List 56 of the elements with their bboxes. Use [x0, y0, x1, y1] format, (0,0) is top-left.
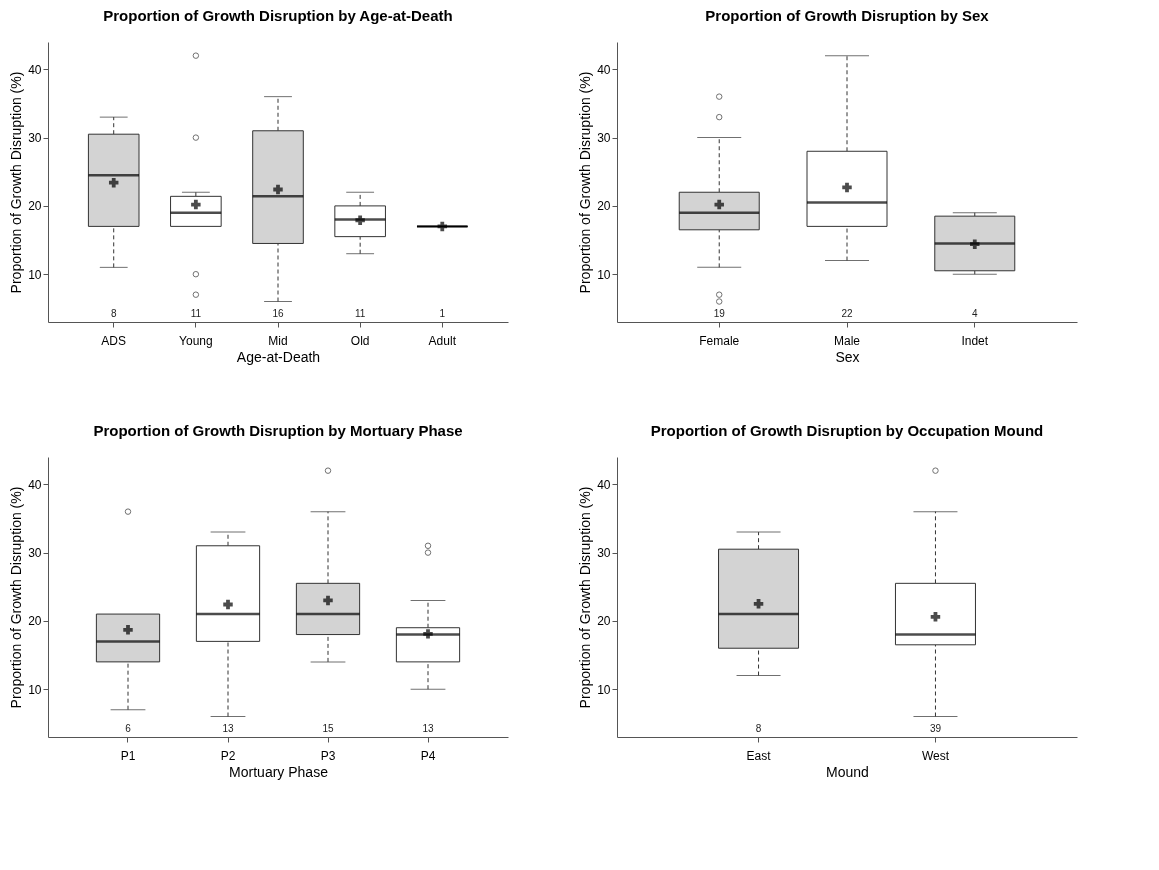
x-tick-label: Adult	[428, 333, 457, 348]
annotation: 19	[713, 308, 726, 319]
annotation: 4	[972, 308, 978, 319]
annotation: 16	[272, 308, 284, 319]
x-tick-label: Female	[699, 333, 740, 348]
chart-title: Proportion of Growth Disruption by Age-at-Death	[103, 7, 453, 24]
annotation: 22	[841, 308, 853, 319]
x-tick-label: P4	[420, 748, 436, 763]
y-tick-label: 40	[597, 62, 611, 77]
x-tick-label: Young	[179, 333, 213, 348]
x-tick-label: Indet	[961, 333, 989, 348]
y-tick-label: 20	[28, 199, 42, 214]
chart-title: Proportion of Growth Disruption by Mortuary Phase	[93, 422, 463, 439]
y-tick-label: 20	[28, 614, 42, 629]
annotation: 8	[755, 723, 762, 734]
y-tick-label: 30	[597, 131, 611, 146]
y-tick-label: 40	[28, 62, 42, 77]
y-tick-label: 20	[597, 614, 611, 629]
annotation: 15	[322, 723, 334, 734]
y-tick-label: 30	[597, 546, 611, 561]
x-axis-title: Sex	[835, 348, 860, 365]
x-axis-title: Age-at-Death	[236, 348, 321, 365]
annotation: 13	[222, 723, 234, 734]
y-tick-label: 40	[28, 477, 42, 492]
x-axis-title: Mound	[826, 763, 869, 780]
x-tick-label: Male	[833, 333, 861, 348]
y-tick-label: 10	[597, 682, 611, 697]
x-axis-title: Mortuary Phase	[229, 763, 329, 780]
y-tick-label: 10	[28, 682, 42, 697]
y-tick-label: 30	[28, 131, 42, 146]
y-axis-title: Proportion of Growth Disruption (%)	[577, 486, 594, 709]
y-axis-title: Proportion of Growth Disruption (%)	[8, 486, 25, 709]
annotation: 13	[422, 723, 434, 734]
x-tick-label: Mid	[268, 333, 288, 348]
y-tick-label: 10	[597, 267, 611, 282]
y-tick-label: 20	[597, 199, 611, 214]
y-axis-title: Proportion of Growth Disruption (%)	[8, 71, 25, 294]
chart-title: Proportion of Growth Disruption by Sex	[705, 7, 990, 24]
x-tick-label: P2	[220, 748, 236, 763]
annotation: 8	[110, 308, 117, 319]
annotation: 6	[125, 723, 132, 734]
x-tick-label: West	[921, 748, 950, 763]
x-tick-label: P3	[320, 748, 336, 763]
chart-title: Proportion of Growth Disruption by Occupation Mound	[650, 422, 1044, 439]
annotation: 11	[190, 308, 202, 319]
annotation: 1	[439, 308, 446, 319]
x-tick-label: P1	[120, 748, 136, 763]
y-tick-label: 10	[28, 267, 42, 282]
y-tick-label: 30	[28, 546, 42, 561]
y-axis-title: Proportion of Growth Disruption (%)	[577, 71, 594, 294]
x-tick-label: East	[746, 748, 772, 763]
y-tick-label: 40	[597, 477, 611, 492]
x-tick-label: Old	[350, 333, 370, 348]
annotation: 11	[354, 308, 366, 319]
x-tick-label: ADS	[101, 333, 127, 348]
annotation: 39	[929, 723, 942, 734]
